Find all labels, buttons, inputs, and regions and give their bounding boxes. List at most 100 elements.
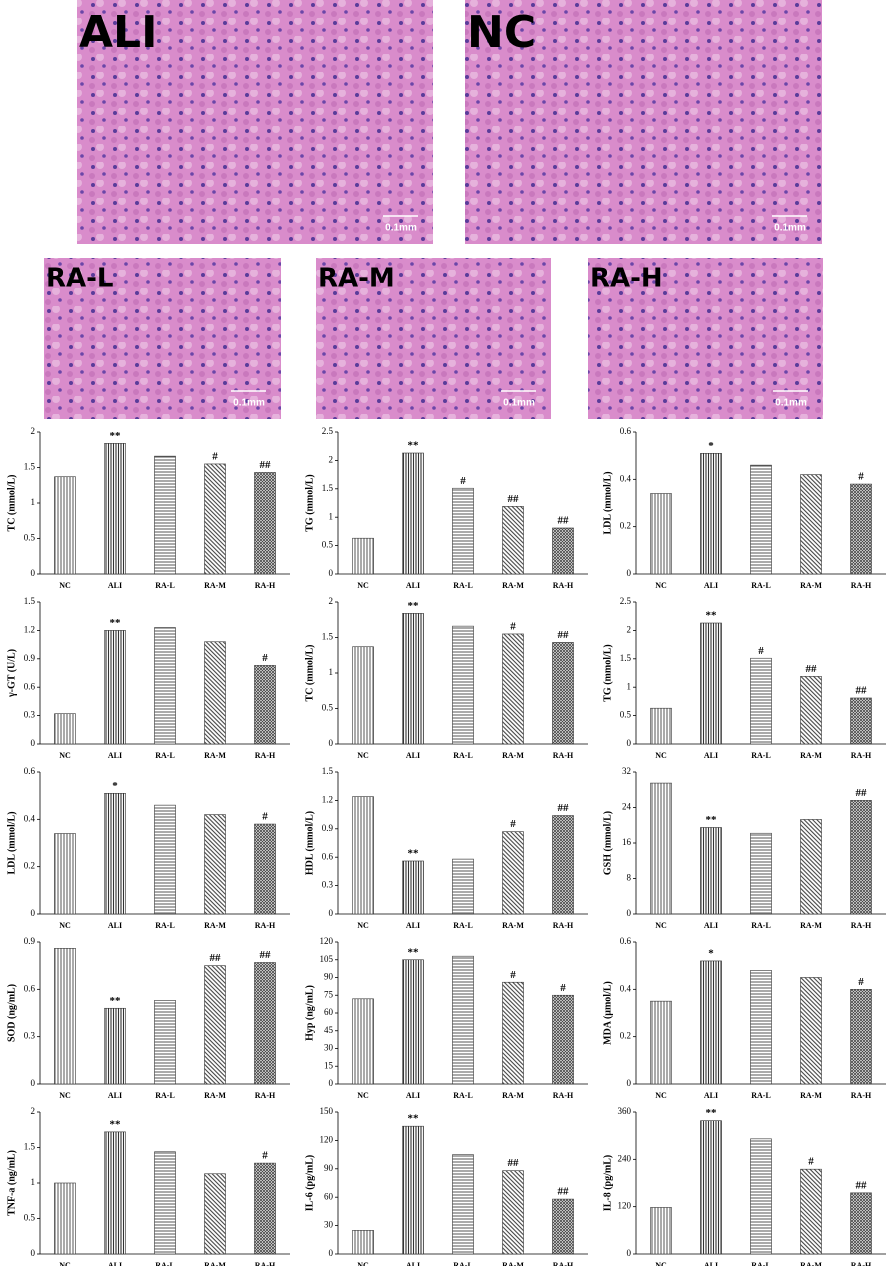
bar	[352, 1230, 374, 1255]
bar	[402, 1125, 424, 1255]
bar	[352, 796, 374, 915]
x-tick-label: RA-H	[851, 581, 872, 590]
histology-image	[588, 258, 823, 419]
y-tick-label: 0.2	[620, 521, 631, 531]
scale-label: 0.1mm	[775, 398, 807, 409]
y-tick-label: 120	[618, 1201, 632, 1211]
x-tick-label: RA-M	[204, 581, 226, 590]
bar	[502, 506, 524, 575]
bar	[700, 452, 722, 575]
x-tick-label: RA-H	[553, 1261, 574, 1266]
significance-label: #	[858, 471, 864, 483]
histology-image	[316, 258, 551, 419]
y-tick-label: 16	[622, 837, 632, 847]
y-tick-label: 75	[324, 989, 334, 999]
bar	[800, 819, 822, 915]
bar	[552, 994, 574, 1085]
x-tick-label: RA-L	[751, 581, 771, 590]
significance-label: #	[510, 818, 516, 830]
significance-label: **	[110, 1118, 122, 1130]
x-tick-label: RA-L	[751, 1091, 771, 1100]
significance-label: #	[510, 969, 516, 981]
y-axis-label: LDL (mmol/L)	[6, 811, 17, 874]
y-tick-label: 360	[618, 1106, 632, 1116]
bar	[800, 977, 822, 1085]
y-tick-label: 105	[320, 954, 334, 964]
x-tick-label: RA-M	[502, 1091, 524, 1100]
y-tick-label: 0.4	[620, 983, 632, 993]
y-tick-label: 1	[31, 1177, 36, 1187]
y-tick-label: 2	[329, 596, 334, 606]
x-tick-label: ALI	[704, 581, 718, 590]
bar	[352, 537, 374, 575]
y-tick-label: 0	[31, 1078, 36, 1088]
y-tick-label: 90	[324, 1163, 334, 1173]
bar	[54, 948, 76, 1085]
bar	[402, 860, 424, 915]
x-tick-label: RA-M	[800, 751, 822, 760]
significance-label: ##	[558, 515, 570, 527]
x-tick-label: ALI	[108, 751, 122, 760]
x-tick-label: NC	[655, 581, 667, 590]
y-tick-label: 30	[324, 1220, 334, 1230]
x-tick-label: RA-H	[553, 921, 574, 930]
y-tick-label: 1.5	[24, 462, 36, 472]
bar	[154, 804, 176, 915]
x-tick-label: NC	[357, 921, 369, 930]
significance-label: **	[706, 610, 718, 622]
significance-label: ##	[558, 802, 570, 814]
histology-image	[44, 258, 281, 419]
x-tick-label: RA-L	[155, 1091, 175, 1100]
y-tick-label: 1.2	[24, 624, 35, 634]
y-tick-label: 2	[627, 624, 632, 634]
y-tick-label: 90	[324, 972, 334, 982]
x-tick-label: RA-M	[204, 1261, 226, 1266]
bar	[552, 815, 574, 915]
y-axis-label: γ-GT (U/L)	[6, 649, 17, 698]
bar	[700, 1120, 722, 1255]
bar	[850, 697, 872, 745]
y-tick-label: 0.6	[24, 681, 36, 691]
y-axis-label: Hyp (ng/mL)	[304, 985, 315, 1041]
bar	[650, 782, 672, 915]
bar	[650, 493, 672, 575]
bar	[650, 1000, 672, 1085]
histology-image	[465, 0, 822, 244]
y-tick-label: 0	[329, 1248, 334, 1258]
bar	[54, 1182, 76, 1255]
bar	[800, 676, 822, 745]
bar	[452, 955, 474, 1085]
bar	[254, 472, 276, 575]
bar	[452, 1154, 474, 1255]
scale-label: 0.1mm	[774, 223, 806, 234]
x-tick-label: RA-H	[553, 751, 574, 760]
y-tick-label: 0.6	[24, 766, 36, 776]
bar	[254, 962, 276, 1085]
bar	[54, 833, 76, 915]
bar	[502, 831, 524, 915]
bar	[750, 464, 772, 575]
y-tick-label: 240	[618, 1153, 632, 1163]
significance-label: ##	[210, 952, 222, 964]
bar	[204, 463, 226, 575]
significance-label: **	[408, 946, 420, 958]
bar	[700, 960, 722, 1085]
bar	[54, 713, 76, 745]
y-axis-label: HDL (mmol/L)	[304, 811, 315, 875]
y-axis-label: TG (mmol/L)	[602, 644, 613, 702]
x-tick-label: NC	[59, 751, 71, 760]
y-tick-label: 0.5	[24, 533, 36, 543]
significance-label: **	[408, 848, 420, 860]
x-tick-label: RA-M	[204, 921, 226, 930]
y-axis-label: MDA (μmol/L)	[602, 981, 613, 1045]
histology-image	[77, 0, 433, 244]
significance-label: ##	[260, 459, 272, 471]
bar	[650, 707, 672, 745]
x-tick-label: NC	[655, 1091, 667, 1100]
y-axis-label: LDL (mmol/L)	[602, 471, 613, 534]
x-tick-label: RA-L	[155, 921, 175, 930]
y-tick-label: 0	[31, 568, 36, 578]
significance-label: ##	[508, 1157, 520, 1169]
significance-label: ##	[856, 787, 868, 799]
y-tick-label: 1.5	[24, 1142, 36, 1152]
